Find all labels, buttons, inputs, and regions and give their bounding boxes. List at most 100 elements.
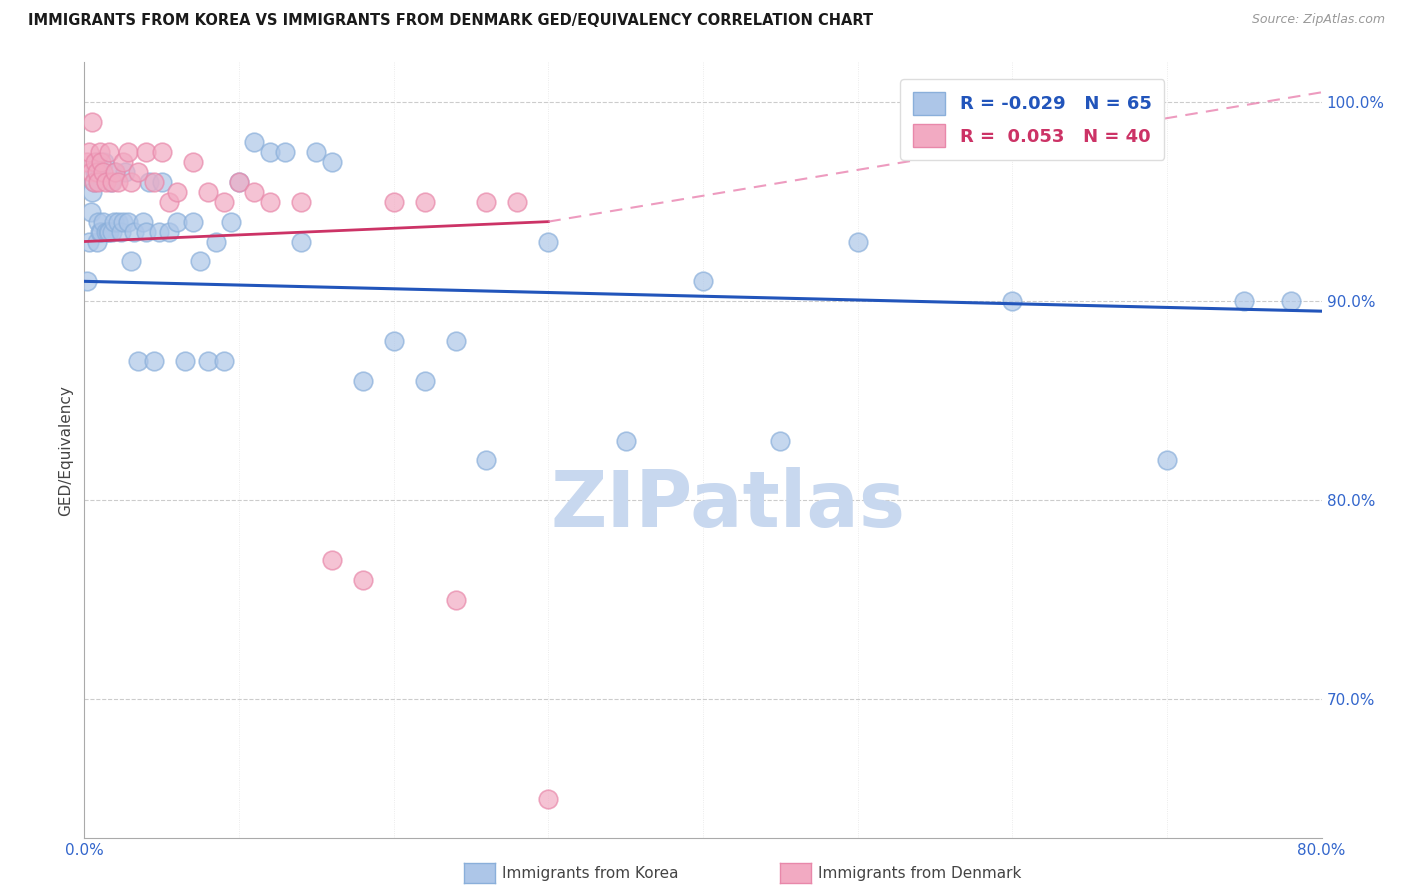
Point <box>93 155 115 169</box>
Point <box>98 145 121 159</box>
Point <box>143 354 166 368</box>
Point <box>537 791 560 805</box>
Point <box>413 374 436 388</box>
Point <box>84 155 107 169</box>
Point <box>90 225 112 239</box>
Point <box>614 434 637 448</box>
Point <box>100 175 122 189</box>
Point <box>117 145 139 159</box>
Point <box>212 354 235 368</box>
Point <box>444 334 467 348</box>
Point <box>87 214 110 228</box>
Point <box>107 214 129 228</box>
Point <box>243 185 266 199</box>
Point <box>1156 453 1178 467</box>
Point <box>769 434 792 448</box>
Point <box>259 194 281 209</box>
Point <box>91 165 114 179</box>
Point <box>1001 294 1024 309</box>
Point <box>77 145 100 159</box>
Point <box>290 194 312 209</box>
Point <box>76 274 98 288</box>
Point <box>205 235 228 249</box>
Text: Immigrants from Korea: Immigrants from Korea <box>502 866 679 880</box>
Point <box>159 225 180 239</box>
Point <box>127 354 149 368</box>
Point <box>103 214 125 228</box>
Text: Source: ZipAtlas.com: Source: ZipAtlas.com <box>1251 13 1385 27</box>
Point <box>86 165 108 179</box>
Point <box>150 175 173 189</box>
Point <box>188 254 211 268</box>
Point <box>135 225 157 239</box>
Point <box>475 453 498 467</box>
Point <box>212 194 235 209</box>
Point <box>197 354 219 368</box>
Point <box>1279 294 1302 309</box>
Point <box>84 165 107 179</box>
Point <box>79 204 101 219</box>
Point <box>112 214 135 228</box>
Point <box>89 225 111 239</box>
Point <box>243 135 266 149</box>
Point <box>197 185 219 199</box>
Point <box>83 175 105 189</box>
Point <box>150 145 173 159</box>
Point <box>174 354 197 368</box>
Point <box>83 175 105 189</box>
Text: ZIPatlas: ZIPatlas <box>550 467 905 543</box>
Point <box>90 155 112 169</box>
Point <box>166 214 188 228</box>
Point <box>444 592 467 607</box>
Point <box>104 165 127 179</box>
Point <box>132 214 155 228</box>
Point <box>846 235 869 249</box>
Point <box>143 175 166 189</box>
Point <box>127 165 149 179</box>
Point <box>228 175 250 189</box>
Point <box>96 225 118 239</box>
Point <box>86 235 108 249</box>
Point <box>82 185 104 199</box>
Text: Immigrants from Denmark: Immigrants from Denmark <box>818 866 1022 880</box>
Point <box>537 235 560 249</box>
Point <box>82 115 104 129</box>
Point <box>94 175 117 189</box>
Point <box>1233 294 1256 309</box>
Point <box>475 194 498 209</box>
Point <box>76 155 98 169</box>
Point <box>506 194 529 209</box>
Point <box>101 225 124 239</box>
Point <box>259 145 281 159</box>
Y-axis label: GED/Equivalency: GED/Equivalency <box>58 385 73 516</box>
Legend: R = -0.029   N = 65, R =  0.053   N = 40: R = -0.029 N = 65, R = 0.053 N = 40 <box>900 79 1164 160</box>
Point <box>228 175 250 189</box>
Point <box>87 175 110 189</box>
Point <box>321 155 343 169</box>
Point <box>352 573 374 587</box>
Point <box>79 165 101 179</box>
Point <box>117 214 139 228</box>
Point <box>104 165 127 179</box>
Point <box>89 165 111 179</box>
Point <box>110 225 132 239</box>
Point <box>305 145 328 159</box>
Point <box>120 254 142 268</box>
Point <box>89 145 111 159</box>
Point <box>148 225 170 239</box>
Point <box>135 145 157 159</box>
Point <box>114 165 136 179</box>
Point <box>91 214 114 228</box>
Point <box>138 175 160 189</box>
Point <box>107 175 129 189</box>
Point <box>120 175 142 189</box>
Point <box>86 155 108 169</box>
Point <box>219 214 242 228</box>
Point <box>274 145 297 159</box>
Point <box>94 225 117 239</box>
Point <box>413 194 436 209</box>
Point <box>77 235 100 249</box>
Point <box>101 175 124 189</box>
Point <box>352 374 374 388</box>
Point <box>112 155 135 169</box>
